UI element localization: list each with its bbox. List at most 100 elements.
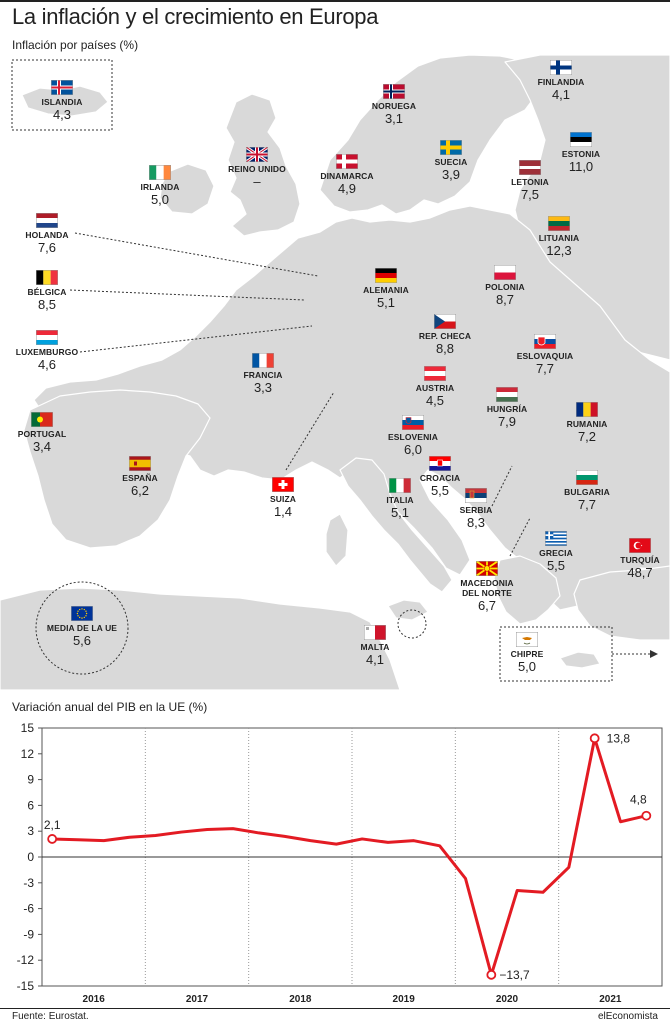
gdp-series-line [52, 736, 647, 977]
inflation-value: 1,4 [273, 504, 293, 519]
cyprus-box [499, 626, 613, 682]
inflation-value: 3,9 [441, 167, 461, 182]
europe-map [0, 54, 670, 691]
country-name: LETONIA [511, 177, 549, 187]
italy-flag-icon [389, 478, 411, 493]
data-label: −13,7 [499, 968, 530, 982]
macedonia-leader [509, 517, 531, 557]
x-tick-label: 2018 [289, 994, 312, 1005]
sweden-flag-icon [440, 140, 462, 155]
inflation-value: 4,1 [365, 652, 385, 667]
country-suiza: SUIZA 1,4 [238, 477, 328, 519]
country-name: PORTUGAL [17, 429, 67, 439]
turkey-flag-icon [629, 538, 651, 553]
y-tick-label: -9 [23, 927, 34, 941]
hungary-flag-icon [496, 387, 518, 402]
y-tick-label: 15 [21, 721, 35, 735]
latvia-flag-icon [519, 160, 541, 175]
inflation-value: 5,5 [546, 558, 566, 573]
data-label: 4,8 [630, 793, 647, 807]
serbia-flag-icon [465, 488, 487, 503]
sardinia-shape [325, 513, 349, 567]
country-polonia: POLONIA 8,7 [460, 265, 550, 307]
north-macedonia-flag-icon [475, 560, 499, 577]
suiza-leader [285, 391, 335, 471]
continent-shape [33, 205, 670, 611]
inflation-value: 48,7 [627, 565, 653, 580]
country-media_ue: MEDIA DE LA UE 5,6 [37, 606, 127, 648]
portugal-flag-icon [31, 412, 53, 427]
inflation-value: 6,0 [403, 442, 423, 457]
country-dinamarca: DINAMARCA 4,9 [302, 154, 392, 196]
data-label: 13,8 [607, 731, 631, 745]
germany-flag-icon [375, 268, 397, 283]
country-name: FINLANDIA [537, 77, 585, 87]
gdp-chart: 15 12 9 6 3 0 -3 -6 -9 -12 -15 2016 2017 2018 2019 2020… [17, 721, 663, 1005]
czech-flag-icon [434, 314, 456, 329]
data-point-marker [589, 733, 600, 744]
country-croacia: CROACIA 5,5 [395, 456, 485, 498]
ireland-flag-icon [149, 165, 171, 180]
top-rule [0, 0, 670, 2]
inflation-value: 4,5 [425, 393, 445, 408]
inflation-value: 4,9 [337, 181, 357, 196]
poland-flag-icon [494, 265, 516, 280]
source-note: Fuente: Eurostat. [12, 1011, 89, 1022]
x-tick-label: 2017 [186, 994, 209, 1005]
inflation-value: 5,0 [150, 192, 170, 207]
x-tick-label: 2020 [496, 994, 519, 1005]
cyprus-shape [559, 651, 601, 669]
inflation-value: 4,1 [551, 87, 571, 102]
country-name: AUSTRIA [415, 383, 455, 393]
estonia-flag-icon [570, 132, 592, 147]
netherlands-flag-icon [36, 213, 58, 228]
data-point-marker [641, 810, 652, 821]
cyprus-arrow [650, 650, 658, 658]
country-name: ALEMANIA [363, 285, 409, 295]
serbia-leader [491, 465, 513, 507]
y-tick-label: 0 [27, 850, 34, 864]
country-estonia: ESTONIA 11,0 [536, 132, 626, 174]
country-turquia: TURQUÍA 48,7 [595, 538, 670, 580]
inflation-value: 8,3 [466, 515, 486, 530]
inflation-value: 4,3 [52, 107, 72, 122]
country-islandia: ISLANDIA 4,3 [17, 80, 107, 122]
country-name: MALTA [360, 642, 390, 652]
inflation-value: 5,6 [72, 633, 92, 648]
luxemburgo-leader [79, 325, 313, 353]
country-name: REP. CHECA [418, 331, 472, 341]
country-name: CROACIA [419, 473, 461, 483]
romania-flag-icon [576, 402, 598, 417]
country-rep_checa: REP. CHECA 8,8 [400, 314, 490, 356]
country-eslovenia: ESLOVENIA 6,0 [368, 415, 458, 457]
iceland-flag-icon [51, 80, 73, 95]
country-name: LITUANIA [538, 233, 580, 243]
country-luxemburgo: LUXEMBURGO 4,6 [2, 330, 92, 372]
norway-flag-icon [383, 84, 405, 99]
country-name: ESLOVAQUIA [516, 351, 574, 361]
country-irlanda: IRLANDA 5,0 [115, 165, 205, 207]
finland-flag-icon [550, 60, 572, 75]
data-point-marker [486, 969, 497, 980]
country-bulgaria: BULGARIA 7,7 [542, 470, 632, 512]
slovenia-flag-icon [402, 415, 424, 430]
inflation-value: 5,1 [376, 295, 396, 310]
y-tick-label: 6 [27, 798, 34, 812]
x-tick-label: 2019 [393, 994, 416, 1005]
country-portugal: PORTUGAL 3,4 [0, 412, 87, 454]
inflation-value: 7,5 [520, 187, 540, 202]
inflation-value: 3,1 [384, 111, 404, 126]
great-britain-shape [225, 93, 301, 237]
ireland-shape [159, 163, 215, 215]
greece-shape [493, 555, 561, 625]
y-tick-label: -12 [17, 953, 35, 967]
inflation-value: – [253, 174, 261, 189]
country-malta: MALTA 4,1 [330, 625, 420, 667]
iceland-box [11, 59, 113, 131]
country-eslovaquia: ESLOVAQUIA 7,7 [500, 334, 590, 376]
iberia-shape [23, 389, 211, 549]
inflation-value: 7,2 [577, 429, 597, 444]
switzerland-flag-icon [272, 477, 294, 492]
eu-flag-icon [71, 606, 93, 621]
inflation-value: 7,7 [535, 361, 555, 376]
